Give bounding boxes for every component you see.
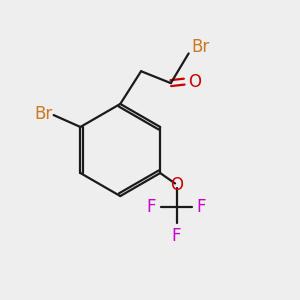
Text: O: O bbox=[170, 176, 183, 194]
Text: F: F bbox=[172, 227, 181, 245]
Text: Br: Br bbox=[192, 38, 210, 56]
Text: Br: Br bbox=[34, 105, 52, 123]
Text: F: F bbox=[147, 198, 156, 216]
Text: F: F bbox=[197, 198, 206, 216]
Text: O: O bbox=[188, 73, 201, 91]
